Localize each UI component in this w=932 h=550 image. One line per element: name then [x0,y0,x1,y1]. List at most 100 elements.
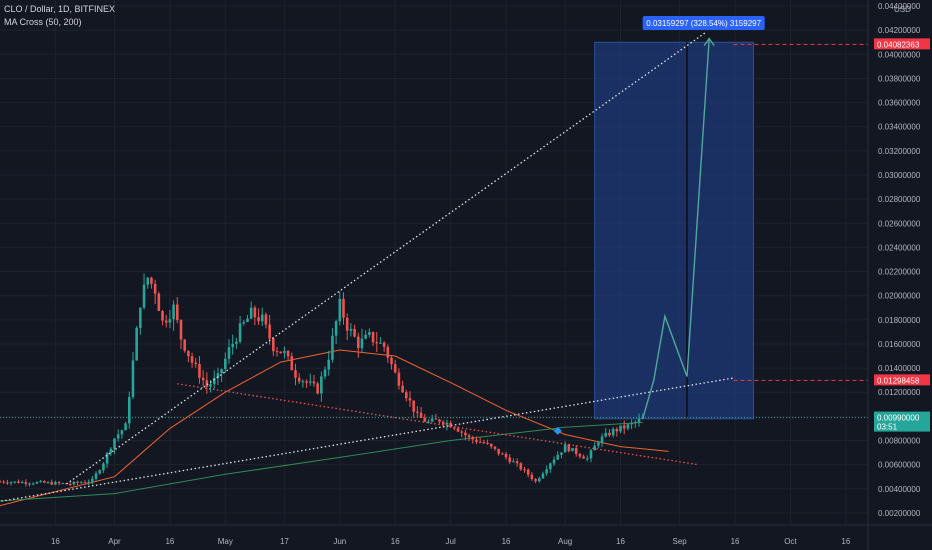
candle-body [50,482,54,485]
candle-body [349,328,353,331]
candle-body [0,481,2,483]
trendlines[interactable] [0,32,736,505]
time-tick-label: 16 [51,537,60,546]
candle-body [216,373,220,378]
candle-body [375,342,379,344]
candle-body [467,435,471,438]
candle-body [334,321,338,336]
price-tick-label: 0.02800000 [878,195,921,204]
candle-body [164,320,168,323]
candle-body [205,380,209,387]
candle-body [176,304,179,321]
price-tick-label: 0.02200000 [878,268,921,277]
candle-body [31,483,35,485]
time-tick-label: May [218,537,233,546]
candle-body [464,432,467,436]
candle-body [187,350,190,357]
candle-body [190,356,194,363]
ma-line [0,421,643,502]
candle-body [242,321,246,324]
candle-body [438,419,441,422]
candle-body [626,424,630,429]
candle-body [523,469,526,471]
candle-body [323,369,327,377]
currency-label: USD [894,5,911,14]
candle-body [290,356,294,371]
candle-body [260,314,264,322]
moving-averages [0,349,669,507]
price-tick-label: 0.00400000 [878,485,921,494]
candle-body [6,482,9,484]
candle-body [342,298,345,318]
candle-body [519,463,523,470]
price-level-lines [0,43,868,419]
candle-body [201,377,205,381]
candle-body [445,422,449,425]
candle-body [379,342,382,344]
candle-body [441,421,445,425]
candle-body [471,437,475,440]
candle-body [275,351,279,353]
candle-body [390,357,393,365]
target-zone [594,41,754,420]
candle-body [150,277,153,284]
price-tick-label: 0.04000000 [878,50,921,59]
price-tick-label: 0.01800000 [878,316,921,325]
price-tag [874,411,930,432]
candle-body [227,347,231,359]
time-axis[interactable]: 16 Apr 16 May 17 Jun 16 Jul 16 Aug 16 Sep 16 Oct 16 [0,524,932,546]
candle-body [135,327,138,361]
candle-body [94,473,98,479]
candle-body [209,384,212,387]
candle-body [574,447,578,454]
candle-body [246,318,249,322]
time-tick-label: 16 [391,537,400,546]
candle-body [257,317,260,322]
price-tick-label: 0.03800000 [878,74,921,83]
measure-tag [642,16,765,30]
candle-body [57,482,61,484]
time-tick-label: 16 [502,537,511,546]
candle-body [235,341,238,344]
projection[interactable] [553,37,715,435]
candle-body [482,441,486,443]
candle-body [526,469,530,475]
candle-body [393,364,397,373]
candle-body [419,412,423,418]
candle-body [268,324,271,339]
candle-body [386,346,390,358]
candle-body [515,461,519,464]
candle-body [549,463,552,470]
candle-body [493,446,497,449]
time-tick-label: 17 [280,537,289,546]
time-tick-label: Jun [333,537,346,546]
candle-body [430,418,434,422]
candle-body [364,334,367,339]
candle-body [20,482,24,484]
candle-body [615,428,619,432]
candle-body [545,469,548,474]
candle-body [68,483,72,485]
candle-body [198,363,201,378]
candle-body [427,421,430,423]
price-tick-label: 0.00600000 [878,461,921,470]
price-tick-label: 0.03000000 [878,171,921,180]
candle-body [434,418,438,420]
candle-body [371,332,375,343]
projection-path [642,38,710,419]
candle-body [109,448,113,454]
symbol-title[interactable]: CLO / Dollar, 1D, BITFINEX [4,4,116,14]
price-tick-label: 0.04200000 [878,26,921,35]
candle-body [127,397,131,424]
candle-body [120,430,124,435]
candle-body [212,377,216,385]
candle-body [43,481,46,483]
candle-body [589,450,593,459]
candle-body [560,452,563,455]
candle-body [113,438,116,449]
indicator-title[interactable]: MA Cross (50, 200) [4,17,82,27]
candles [0,273,644,487]
candle-body [91,478,94,482]
